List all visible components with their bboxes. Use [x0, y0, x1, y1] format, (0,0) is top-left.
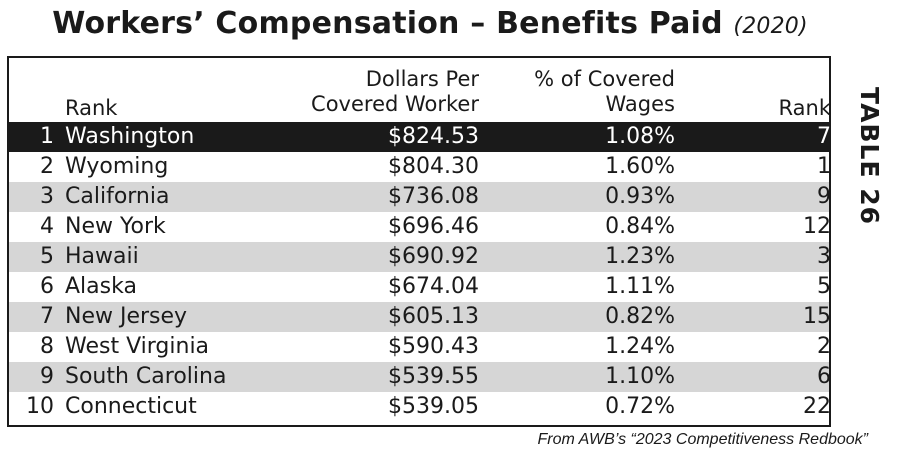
- cell-pct-wages: 1.60%: [605, 154, 675, 179]
- header-rank: Rank: [65, 96, 118, 120]
- cell-pct-wages: 1.11%: [605, 274, 675, 299]
- cell-dollars: $690.92: [388, 244, 479, 269]
- cell-dollars: $736.08: [388, 184, 479, 209]
- cell-state: West Virginia: [65, 334, 210, 359]
- header-wages-rank: Rank: [778, 96, 831, 120]
- data-table: Rank Dollars Per Covered Worker % of Cov…: [7, 56, 831, 427]
- table-row: 4 New York $696.46 0.84% 12: [9, 212, 831, 242]
- header-pct-line2: Wages: [605, 92, 675, 116]
- cell-wages-rank: 15: [803, 304, 831, 329]
- cell-dollars: $539.55: [388, 364, 479, 389]
- cell-state: New York: [65, 214, 166, 239]
- cell-rank-number: 10: [26, 394, 54, 419]
- header-dollars-line2: Covered Worker: [311, 92, 479, 116]
- table-title: Workers’ Compensation – Benefits Paid (2…: [0, 6, 860, 41]
- header-dollars-line1: Dollars Per: [365, 67, 479, 91]
- cell-wages-rank: 5: [817, 274, 831, 299]
- cell-dollars: $590.43: [388, 334, 479, 359]
- cell-pct-wages: 1.10%: [605, 364, 675, 389]
- cell-dollars: $824.53: [388, 124, 479, 149]
- cell-rank-number: 5: [40, 244, 54, 269]
- cell-dollars: $696.46: [388, 214, 479, 239]
- cell-pct-wages: 0.93%: [605, 184, 675, 209]
- cell-wages-rank: 12: [803, 214, 831, 239]
- cell-rank-number: 4: [40, 214, 54, 239]
- table-row: 9 South Carolina $539.55 1.10% 6: [9, 362, 831, 392]
- cell-pct-wages: 0.72%: [605, 394, 675, 419]
- cell-rank-number: 7: [40, 304, 54, 329]
- cell-state: California: [65, 184, 170, 209]
- table-row: 5 Hawaii $690.92 1.23% 3: [9, 242, 831, 272]
- cell-rank-number: 8: [40, 334, 54, 359]
- cell-state: Connecticut: [65, 394, 197, 419]
- cell-rank-number: 6: [40, 274, 54, 299]
- cell-rank-number: 1: [40, 124, 54, 149]
- table-row: 7 New Jersey $605.13 0.82% 15: [9, 302, 831, 332]
- cell-dollars: $539.05: [388, 394, 479, 419]
- cell-wages-rank: 3: [817, 244, 831, 269]
- table-row: 1 Washington $824.53 1.08% 7: [9, 122, 831, 152]
- table-row: 10 Connecticut $539.05 0.72% 22: [9, 392, 831, 422]
- table-row: 6 Alaska $674.04 1.11% 5: [9, 272, 831, 302]
- cell-pct-wages: 1.08%: [605, 124, 675, 149]
- table-row: 2 Wyoming $804.30 1.60% 1: [9, 152, 831, 182]
- source-note: From AWB’s “2023 Competitiveness Redbook…: [537, 431, 868, 448]
- header-pct-line1: % of Covered: [534, 67, 675, 91]
- cell-pct-wages: 0.82%: [605, 304, 675, 329]
- header-pct-wages: % of Covered Wages: [479, 67, 675, 117]
- cell-pct-wages: 0.84%: [605, 214, 675, 239]
- cell-state: Washington: [65, 124, 195, 149]
- title-year: (2020): [733, 14, 808, 39]
- cell-pct-wages: 1.24%: [605, 334, 675, 359]
- cell-rank-number: 9: [40, 364, 54, 389]
- cell-state: New Jersey: [65, 304, 188, 329]
- cell-pct-wages: 1.23%: [605, 244, 675, 269]
- cell-wages-rank: 2: [817, 334, 831, 359]
- cell-dollars: $674.04: [388, 274, 479, 299]
- header-dollars: Dollars Per Covered Worker: [249, 67, 479, 117]
- table-number-label: TABLE 26: [855, 87, 884, 226]
- cell-wages-rank: 7: [817, 124, 831, 149]
- cell-rank-number: 3: [40, 184, 54, 209]
- table-row: 3 California $736.08 0.93% 9: [9, 182, 831, 212]
- cell-wages-rank: 6: [817, 364, 831, 389]
- title-text: Workers’ Compensation – Benefits Paid: [52, 6, 723, 41]
- cell-wages-rank: 9: [817, 184, 831, 209]
- cell-state: Alaska: [65, 274, 137, 299]
- cell-dollars: $605.13: [388, 304, 479, 329]
- cell-wages-rank: 1: [817, 154, 831, 179]
- cell-wages-rank: 22: [803, 394, 831, 419]
- cell-state: Wyoming: [65, 154, 169, 179]
- table-row: 8 West Virginia $590.43 1.24% 2: [9, 332, 831, 362]
- cell-state: South Carolina: [65, 364, 227, 389]
- cell-rank-number: 2: [40, 154, 54, 179]
- cell-dollars: $804.30: [388, 154, 479, 179]
- cell-state: Hawaii: [65, 244, 139, 269]
